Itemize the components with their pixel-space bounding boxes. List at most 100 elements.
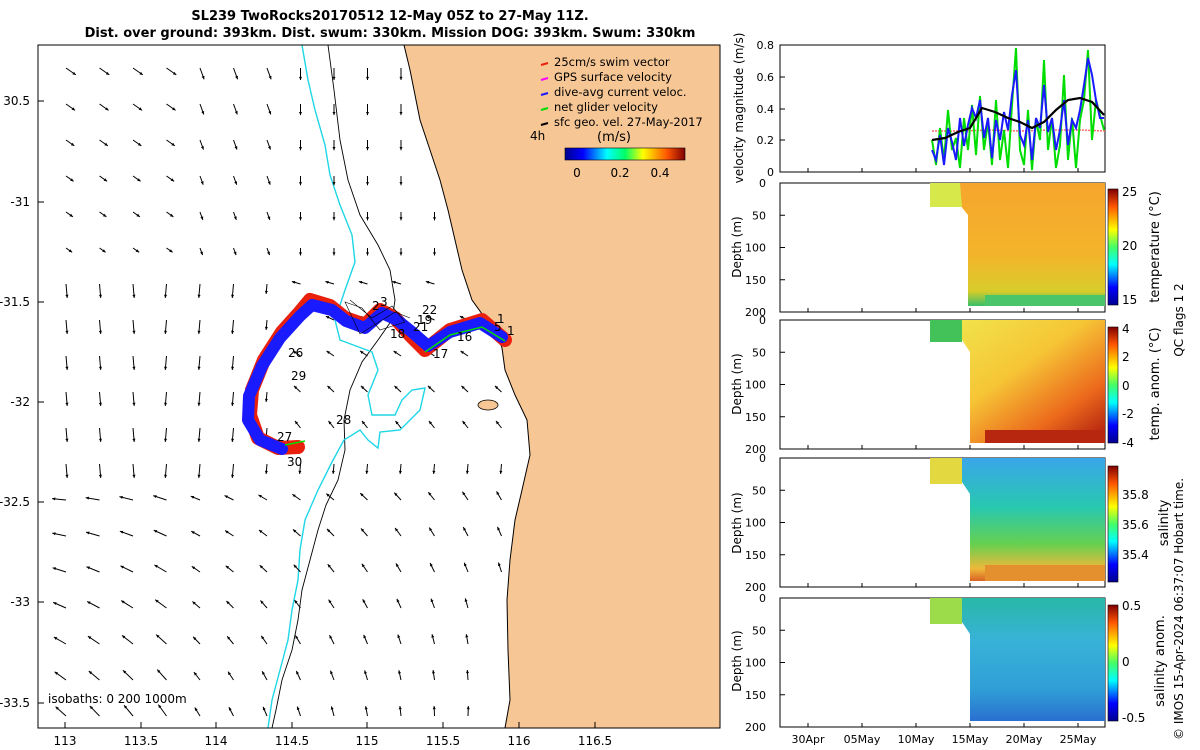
current-arrowhead — [264, 470, 268, 474]
current-arrowhead — [264, 290, 268, 294]
current-arrowhead — [361, 563, 365, 568]
current-arrowhead — [119, 530, 124, 534]
current-arrowhead — [332, 147, 336, 151]
lat-tick-label: 30.5 — [3, 94, 30, 108]
current-arrowhead — [459, 316, 464, 319]
current-arrowhead — [464, 598, 468, 602]
sal-anom-field — [930, 598, 1105, 721]
current-arrowhead — [231, 438, 235, 442]
velocity-ylabel: velocity magnitude (m/s) — [732, 33, 746, 184]
current-arrowhead — [463, 527, 467, 531]
current-arrowhead — [259, 565, 264, 569]
temp-anom-blank-early — [930, 340, 970, 443]
current-arrowhead — [399, 147, 403, 151]
longitude-axis: 113 113.5 114 114.5 115 115.5 116 116.5 — [54, 722, 612, 748]
track-day-label: 27 — [277, 430, 292, 444]
current-arrowhead — [428, 420, 433, 425]
current-arrowhead — [119, 495, 123, 499]
current-arrowhead — [192, 601, 196, 605]
colorbar-tick: -2 — [1122, 407, 1134, 421]
current-arrowhead — [135, 249, 140, 253]
current-arrowhead — [392, 280, 396, 284]
current-arrowhead — [102, 249, 106, 253]
current-arrowhead — [98, 294, 102, 298]
current-arrowhead — [298, 111, 303, 116]
current-arrowhead — [298, 217, 303, 221]
current-arrowhead — [465, 470, 469, 474]
sal-anom-colorbar — [1107, 604, 1119, 722]
net-glider-velocity-track — [284, 326, 506, 446]
current-arrowhead — [397, 634, 401, 638]
current-arrowhead — [102, 213, 107, 217]
colorbar-tick: 0 — [1122, 379, 1130, 393]
current-arrowhead — [329, 635, 333, 639]
depth-tick-label: 150 — [745, 274, 766, 287]
current-arrowhead — [121, 600, 125, 604]
lon-tick-label: 113.5 — [124, 734, 158, 748]
track-day-label: 1 — [507, 324, 515, 338]
current-arrowhead — [427, 385, 432, 390]
colorbar-tick: 15 — [1122, 293, 1137, 307]
current-arrowhead — [86, 531, 90, 535]
dive-avg-current-series — [931, 57, 1104, 166]
velocity-yaxis: 0 0.2 0.4 0.6 0.8 — [757, 39, 785, 179]
current-arrowhead — [52, 567, 57, 571]
colorbar-tick: -0.5 — [1122, 711, 1145, 725]
current-arrowhead — [327, 564, 331, 568]
current-arrowhead — [225, 530, 229, 534]
current-arrowhead — [326, 528, 331, 533]
current-arrowhead — [465, 634, 469, 638]
current-arrowhead — [327, 385, 331, 390]
current-arrowhead — [53, 602, 57, 606]
colorbar-tick: 0 — [1122, 655, 1130, 669]
current-arrowhead — [426, 316, 430, 319]
current-arrowhead — [298, 470, 302, 474]
current-arrowhead — [293, 385, 298, 390]
current-arrowhead — [328, 420, 332, 425]
current-arrowhead — [65, 330, 69, 334]
current-arrowhead — [294, 600, 298, 604]
current-arrowhead — [298, 252, 303, 256]
current-arrowhead — [200, 181, 204, 185]
colorbar-tick: 2 — [1122, 350, 1130, 364]
current-arrowhead — [231, 330, 235, 334]
current-arrowhead — [88, 671, 93, 675]
current-arrowhead — [360, 493, 364, 497]
current-arrowhead — [325, 316, 330, 319]
current-arrowhead — [331, 470, 335, 474]
surface-geostrophic-series — [931, 96, 1105, 142]
track-day-label: 1 — [497, 312, 505, 326]
current-arrowhead — [197, 294, 201, 298]
current-arrowhead — [191, 566, 196, 570]
current-arrowhead — [224, 495, 229, 499]
current-arrowhead — [172, 71, 177, 75]
current-arrowhead — [394, 492, 398, 496]
track-day-label: 17 — [433, 347, 448, 361]
track-day-labels: 22 19 21 18 16 17 26 29 28 27 30 1 5 1 2… — [277, 295, 515, 469]
depth-axes: 0501001502000501001502000501001502000501… — [745, 177, 785, 734]
current-arrowhead — [136, 213, 140, 217]
current-arrowhead — [328, 599, 332, 604]
current-arrowhead — [52, 497, 56, 501]
temperature-deep-layer — [985, 295, 1105, 306]
current-arrowhead — [65, 402, 69, 406]
current-arrowhead — [98, 438, 102, 442]
legend-entry: dive-avg current veloc. — [554, 85, 687, 99]
current-arrowhead — [89, 705, 94, 710]
lat-tick-label: -32 — [10, 395, 30, 409]
current-arrowhead — [360, 528, 365, 532]
isobaths-label: isobaths: 0 200 1000m — [48, 692, 187, 706]
current-arrowhead — [268, 75, 272, 80]
current-arrowhead — [398, 470, 402, 474]
colorbar-label: (m/s) — [597, 130, 631, 145]
current-arrowhead — [164, 330, 168, 334]
current-arrowhead — [200, 216, 204, 220]
current-arrowhead — [432, 252, 437, 256]
current-arrowhead — [262, 671, 265, 675]
current-arrowhead — [172, 107, 176, 111]
depth-tick-label: 50 — [752, 624, 766, 637]
isobath-200m-shelf-edge — [271, 44, 396, 729]
salinity-anomaly-panel: 0.5 0 -0.5 salinity anom. Depth (m) — [730, 597, 1168, 728]
current-vector-field — [52, 67, 503, 717]
depth-ylabel: Depth (m) — [730, 492, 744, 553]
